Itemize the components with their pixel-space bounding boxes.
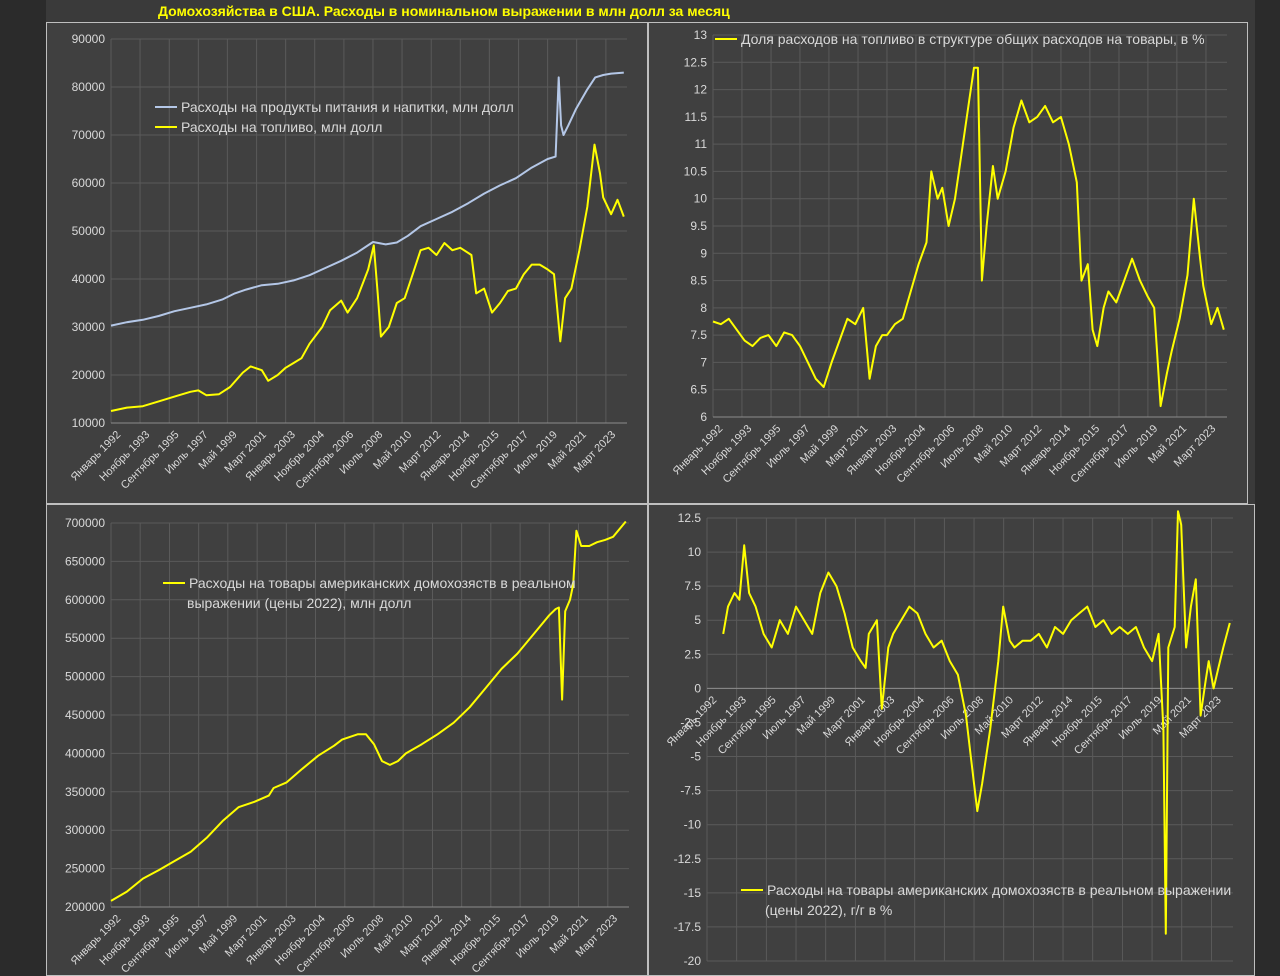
y-tick-label: 400000 — [65, 746, 105, 760]
y-tick-label: -2.5 — [680, 715, 701, 729]
y-tick-label: 10 — [688, 545, 702, 559]
y-tick-label: -5 — [690, 750, 701, 764]
y-tick-label: 13 — [694, 28, 708, 42]
y-tick-label: 20000 — [72, 368, 106, 382]
y-tick-label: 6 — [700, 410, 707, 424]
y-tick-label: -7.5 — [680, 784, 701, 798]
legend-label: Расходы на продукты питания и напитки, м… — [181, 99, 514, 115]
series-line — [722, 510, 1231, 935]
y-tick-label: 2.5 — [684, 647, 701, 661]
y-tick-label: -17.5 — [674, 920, 702, 934]
x-tick-label: Январь 1992 — [69, 913, 124, 968]
y-tick-label: 10000 — [72, 416, 106, 430]
y-tick-label: -10 — [684, 818, 702, 832]
y-tick-label: 350000 — [65, 785, 105, 799]
chart-real-goods: 200000 250000 300000 350000 400000 450000 5000… — [65, 516, 629, 975]
y-tick-label: 40000 — [72, 272, 106, 286]
y-tick-label: 9.5 — [690, 219, 707, 233]
y-tick-label: 300000 — [65, 823, 105, 837]
legend-label: Расходы на топливо, млн долл — [181, 119, 382, 135]
y-tick-label: -20 — [684, 954, 702, 968]
chart-real-yoy: -20 -17.5 -15 -12.5 -10 -7.5 -5 -2.5 0 2.5 5 7.5 10 1… — [665, 510, 1233, 968]
series-line — [110, 520, 627, 902]
y-tick-label: 11.5 — [685, 110, 708, 124]
legend-label: Доля расходов на топливо в структуре общ… — [741, 31, 1205, 47]
y-tick-label: 12.5 — [678, 511, 702, 525]
y-tick-label: 0 — [694, 681, 701, 695]
x-tick-label: Январь 1992 — [69, 429, 124, 484]
y-tick-label: -12.5 — [674, 852, 702, 866]
y-tick-label: -15 — [684, 886, 702, 900]
chart-panel-real-goods: 200000 250000 300000 350000 400000 450000 5000… — [46, 504, 648, 976]
background-strip-left — [0, 0, 46, 976]
legend-label: Расходы на товары американских домохозяс… — [765, 882, 1231, 918]
y-tick-label: 8 — [700, 301, 707, 315]
y-tick-label: 450000 — [65, 708, 105, 722]
chart-panel-fuel-share: 6 6.5 7 7.5 8 8.5 9 9.5 10 10.5 11 11.5 12 12.5 13 Янва… — [648, 22, 1248, 504]
chart-panel-real-yoy: -20 -17.5 -15 -12.5 -10 -7.5 -5 -2.5 0 2.5 5 7.5 10 1… — [648, 504, 1255, 976]
chart-fuel-share: 66.577.588.599.51010.51111.51212.513Янва… — [671, 28, 1227, 486]
y-tick-label: 650000 — [65, 554, 105, 568]
y-tick-label: 9 — [700, 246, 707, 260]
y-tick-label: 250000 — [65, 862, 105, 876]
y-tick-label: 80000 — [72, 80, 106, 94]
y-tick-label: 5 — [694, 613, 701, 627]
y-tick-label: 11 — [695, 137, 708, 151]
y-tick-label: 30000 — [72, 320, 106, 334]
y-tick-label: 550000 — [65, 631, 105, 645]
y-tick-label: 10 — [694, 192, 708, 206]
y-tick-label: 10.5 — [684, 164, 708, 178]
background-strip-right — [1255, 0, 1280, 976]
y-tick-label: 700000 — [65, 516, 105, 530]
y-tick-label: 12.5 — [684, 55, 708, 69]
y-tick-label: 90000 — [72, 32, 106, 46]
y-tick-label: 12 — [694, 83, 708, 97]
y-tick-label: 500000 — [65, 670, 105, 684]
page-title: Домохозяйства в США. Расходы в номинальн… — [158, 3, 730, 19]
y-tick-label: 7.5 — [690, 328, 707, 342]
y-tick-label: 70000 — [72, 128, 106, 142]
chart-panel-nominal: 10000 20000 30000 40000 50000 60000 70000 80000… — [46, 22, 648, 504]
y-tick-label: 7 — [700, 355, 707, 369]
y-tick-label: 200000 — [65, 900, 105, 914]
y-tick-label: 7.5 — [684, 579, 701, 593]
legend-label: Расходы на товары американских домохозяс… — [187, 575, 576, 611]
y-tick-label: 50000 — [72, 224, 106, 238]
y-tick-label: 8.5 — [690, 274, 707, 288]
series-line — [110, 71, 624, 327]
y-tick-label: 6.5 — [690, 383, 707, 397]
series-line — [712, 66, 1225, 408]
y-tick-label: 60000 — [72, 176, 106, 190]
y-tick-label: 600000 — [65, 593, 105, 607]
series-line — [110, 143, 625, 412]
x-tick-label: Январь 1992 — [665, 694, 720, 749]
chart-nominal: 10000 20000 30000 40000 50000 60000 70000 80000… — [69, 32, 627, 492]
